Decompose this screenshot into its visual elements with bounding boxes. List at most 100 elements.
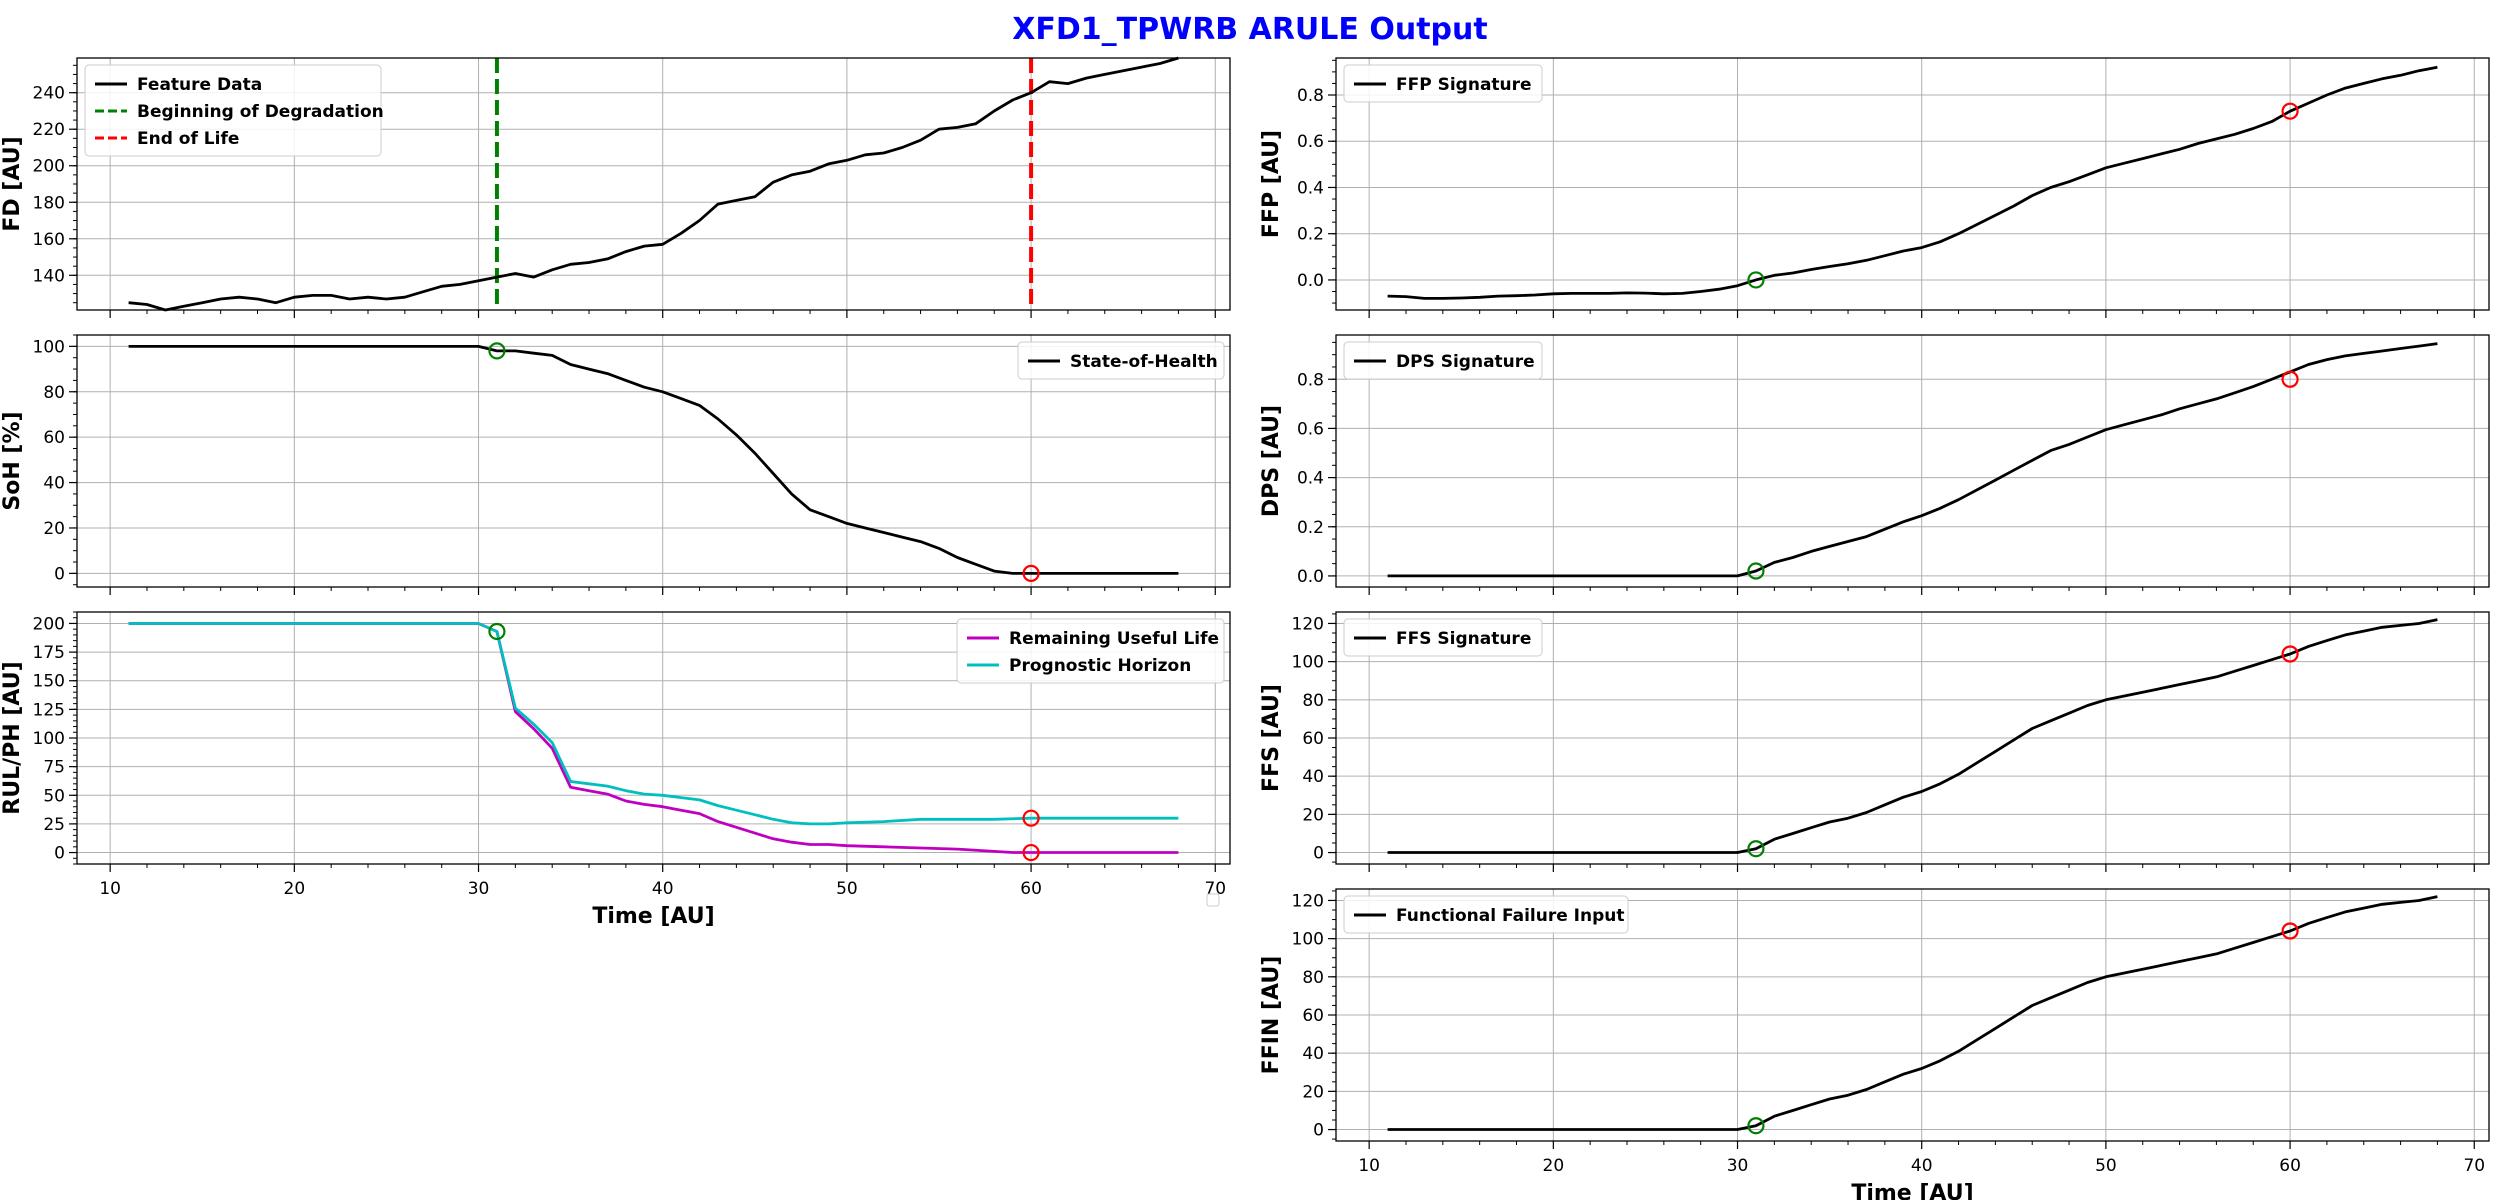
event-marker (1022, 564, 1040, 582)
legend-label: Functional Failure Input (1396, 906, 1625, 926)
legend-box (1343, 64, 1543, 103)
event-marker (1747, 1117, 1765, 1135)
legend: State-of-Health (1017, 341, 1225, 380)
panel-dps: 0.0 0.2 0.4 0.6 0.8 DPS [AU] DPS Signature (1259, 334, 2490, 595)
y-tick-label: 120 (1292, 614, 1324, 634)
y-tick-label: 180 (33, 193, 65, 213)
event-marker (1022, 809, 1040, 827)
panel-ffin: 0 20 40 60 80 100 120 10 20 30 40 50 60 70 FFIN [AU] Ti… (1259, 888, 2490, 1200)
series-line-functional-failure-input (1387, 895, 2438, 1131)
x-tick-label: 20 (284, 879, 306, 899)
legend-box (1343, 895, 1629, 934)
y-tick-label: 175 (33, 643, 65, 663)
series-line-state-of-health (128, 344, 1179, 575)
legend-label: End of Life (137, 129, 239, 149)
event-marker (2281, 645, 2299, 663)
event-marker (488, 622, 506, 641)
series-line-remaining-useful-life (128, 622, 1179, 854)
x-tick-label: 40 (652, 879, 674, 899)
legend: DPS Signature (1343, 341, 1543, 380)
axes-frame (76, 611, 1231, 865)
x-axis-label: Time [AU] (1851, 1181, 1973, 1200)
y-tick-label: 0.6 (1297, 419, 1324, 439)
y-tick-label: 40 (1302, 767, 1324, 787)
legend-label: Remaining Useful Life (1009, 629, 1219, 649)
panel-ffs: 0 20 40 60 80 100 120 FFS [AU] FFS Signature (1259, 611, 2490, 872)
legend-box (1343, 618, 1543, 657)
y-tick-label: 100 (1292, 930, 1324, 950)
x-tick-label: 50 (2095, 1156, 2117, 1176)
legend-label: Beginning of Degradation (137, 102, 384, 122)
y-tick-label: 60 (1302, 1006, 1324, 1026)
event-marker (1747, 271, 1765, 289)
legend: FFP Signature (1343, 64, 1543, 103)
y-tick-label: 0.0 (1297, 567, 1324, 587)
event-marker (488, 342, 506, 360)
series-line-dps-signature (1387, 342, 2438, 578)
x-tick-label: 30 (468, 879, 490, 899)
y-tick-label: 80 (1302, 691, 1324, 711)
y-tick-label: 220 (33, 120, 65, 140)
legend-label: DPS Signature (1396, 352, 1535, 372)
y-tick-label: 60 (43, 428, 65, 448)
y-tick-label: 0.8 (1297, 86, 1324, 106)
y-tick-label: 200 (33, 614, 65, 634)
y-axis-label: FFIN [AU] (1259, 956, 1284, 1075)
series-line-feature-data (128, 56, 1179, 312)
x-axis-label: Time [AU] (592, 904, 714, 929)
empty-legend-box (1206, 893, 1220, 907)
legend-box (1017, 341, 1225, 380)
event-marker (1022, 843, 1040, 862)
x-tick-label: 40 (1911, 1156, 1933, 1176)
y-axis-label: RUL/PH [AU] (0, 661, 25, 814)
y-tick-label: 140 (33, 266, 65, 286)
y-tick-label: 0.6 (1297, 132, 1324, 152)
legend-box (84, 64, 382, 157)
legend-label: Prognostic Horizon (1009, 656, 1191, 676)
y-tick-label: 60 (1302, 729, 1324, 749)
axes-frame (76, 334, 1231, 588)
y-tick-label: 40 (43, 474, 65, 494)
legend: Functional Failure Input (1343, 895, 1629, 934)
legend-label: State-of-Health (1070, 352, 1218, 372)
series-line-ffp-signature (1387, 65, 2438, 300)
y-axis-label: DPS [AU] (1259, 405, 1284, 517)
y-tick-label: 20 (1302, 805, 1324, 825)
y-axis-label: SoH [%] (0, 411, 25, 510)
y-tick-label: 100 (33, 729, 65, 749)
y-tick-label: 0 (1313, 844, 1324, 864)
y-tick-label: 100 (33, 337, 65, 357)
legend: FFS Signature (1343, 618, 1543, 657)
x-tick-label: 10 (1358, 1156, 1380, 1176)
panel-ffp: 0.0 0.2 0.4 0.6 0.8 FFP [AU] FFP Signature (1259, 57, 2490, 318)
x-tick-label: 50 (836, 879, 858, 899)
y-axis-label: FD [AU] (0, 136, 25, 231)
legend-box (1343, 341, 1543, 380)
legend-label: FFS Signature (1396, 629, 1531, 649)
y-tick-label: 0.2 (1297, 518, 1324, 538)
x-tick-label: 30 (1727, 1156, 1749, 1176)
y-tick-label: 20 (1302, 1082, 1324, 1102)
y-tick-label: 50 (43, 786, 65, 806)
panel-fd: 140 160 180 200 220 240 FD [AU] Feature Data Beg… (0, 56, 1231, 318)
x-tick-label: 70 (2463, 1156, 2485, 1176)
axes-frame (1335, 334, 2490, 588)
event-marker (2281, 922, 2299, 940)
y-tick-label: 100 (1292, 653, 1324, 673)
axes-frame (1335, 57, 2490, 311)
legend: Feature Data Beginning of Degradation End … (84, 64, 384, 157)
event-marker (1747, 840, 1765, 858)
y-tick-label: 0.0 (1297, 271, 1324, 291)
y-tick-label: 0 (1313, 1121, 1324, 1141)
y-tick-label: 20 (43, 519, 65, 539)
series-line-prognostic-horizon (128, 622, 1179, 826)
y-tick-label: 125 (33, 700, 65, 720)
y-tick-label: 120 (1292, 891, 1324, 911)
axes-frame (76, 57, 1231, 311)
panel-soh: 0 20 40 60 80 100 SoH [%] State-of-Health (0, 334, 1231, 595)
legend: Remaining Useful Life Prognostic Horizon (956, 618, 1225, 684)
legend-label: FFP Signature (1396, 75, 1532, 95)
y-tick-label: 40 (1302, 1044, 1324, 1064)
y-tick-label: 150 (33, 672, 65, 692)
